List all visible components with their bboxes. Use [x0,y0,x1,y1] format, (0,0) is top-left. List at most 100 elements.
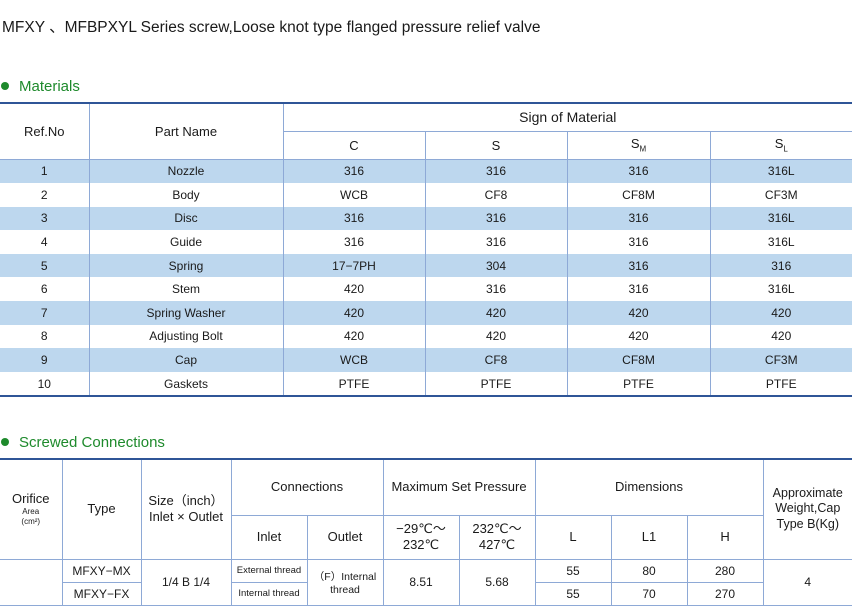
sl-cell: 316L [710,159,852,184]
sl-cell: CF3M [710,348,852,372]
ref-cell: 2 [0,183,90,207]
part-name-cell: Body [89,183,284,207]
header-weight: Approximate Weight,Cap Type B(Kg) [763,459,852,560]
header-orifice-area: Area [22,507,40,517]
bullet-icon [1,82,9,91]
header-outlet: Outlet [307,515,384,560]
table-row: 5 Spring 17−7PH 304 316 316 [0,253,852,278]
table-row: 6 Stem 420 316 316 316L [0,277,852,302]
header-sl-subscript: L [783,144,788,154]
header-ref-no: Ref.No [0,103,90,160]
table-row: MFXY−MX 1/4 B 1/4 External thread （F）Int… [0,559,852,606]
sm-cell: CF8M [567,348,711,372]
inlet-cell: External thread [231,559,308,583]
h-cell: 280 [687,559,764,583]
pressure-low-cell: 8.51 [383,559,460,606]
table-row: 8 Adjusting Bolt 420 420 420 420 [0,324,852,349]
sm-cell: PTFE [567,371,711,397]
table-row: 3 Disc 316 316 316 316L [0,206,852,231]
screwed-connections-table: Orifice Area (cm²) Type Size（inch） Inlet… [0,458,852,606]
header-l1: L1 [611,515,688,560]
part-name-cell: Adjusting Bolt [89,324,284,349]
table-row: 4 Guide 316 316 316 316L [0,230,852,254]
header-weight-line1: Approximate [772,485,843,500]
screwed-heading: Screwed Connections [0,434,165,451]
s-cell: 316 [425,159,568,184]
header-size-line1: Size（inch） [148,493,224,508]
header-pressure-low-line1: −29℃～ [396,520,446,536]
header-s: S [425,131,568,160]
ref-cell: 7 [0,301,90,325]
s-cell: 304 [425,253,568,278]
sm-cell: 316 [567,206,711,231]
sm-cell: CF8M [567,183,711,207]
ref-cell: 3 [0,206,90,231]
size-cell: 1/4 B 1/4 [141,559,232,606]
s-cell: 316 [425,230,568,254]
sl-cell: 420 [710,324,852,349]
c-cell: WCB [283,183,426,207]
part-name-cell: Spring [89,253,284,278]
header-orifice-unit: (cm²) [21,517,41,527]
l1-cell: 80 [611,559,688,583]
header-sign-of-material: Sign of Material [283,103,852,132]
part-name-cell: Nozzle [89,159,284,184]
materials-heading: Materials [0,78,80,95]
part-name-cell: Guide [89,230,284,254]
header-c: C [283,131,426,160]
ref-cell: 9 [0,348,90,372]
header-size: Size（inch） Inlet × Outlet [141,459,232,560]
header-weight-line3: Type B(Kg) [776,517,840,532]
c-cell: 420 [283,301,426,325]
sm-cell: 420 [567,324,711,349]
part-name-cell: Gaskets [89,371,284,397]
materials-heading-label: Materials [19,78,80,95]
header-orifice-label: Orifice [11,491,50,507]
sm-cell: 316 [567,277,711,302]
header-orifice: Orifice Area (cm²) [0,459,63,560]
page-title: MFXY 、MFBPXYL Series screw,Loose knot ty… [2,19,541,36]
s-cell: PTFE [425,371,568,397]
header-pressure-low: −29℃～ 232℃ [383,515,460,560]
sm-cell: 316 [567,230,711,254]
s-cell: 316 [425,277,568,302]
sl-cell: 316L [710,277,852,302]
header-h: H [687,515,764,560]
header-l: L [535,515,612,560]
header-dimensions: Dimensions [535,459,764,516]
screwed-heading-label: Screwed Connections [19,434,165,451]
ref-cell: 6 [0,277,90,302]
table-row: 7 Spring Washer 420 420 420 420 [0,301,852,325]
outlet-cell: （F）Internal thread [307,559,384,606]
l1-cell: 70 [611,582,688,606]
header-pressure-high-line2: 427℃ [478,537,516,552]
ref-cell: 8 [0,324,90,349]
materials-table: Ref.No Part Name Sign of Material C S SM… [0,102,852,398]
table-row: 1 Nozzle 316 316 316 316L [0,159,852,184]
c-cell: 17−7PH [283,253,426,278]
ref-cell: 10 [0,371,90,397]
header-pressure-low-line2: 232℃ [402,537,440,552]
header-sm: SM [567,131,711,160]
l-cell: 55 [535,582,612,606]
header-max-set-pressure: Maximum Set Pressure [383,459,536,516]
s-cell: CF8 [425,183,568,207]
header-type: Type [62,459,142,560]
sm-cell: 420 [567,301,711,325]
header-connections: Connections [231,459,384,516]
sm-cell: 316 [567,253,711,278]
header-part-name: Part Name [89,103,284,160]
part-name-cell: Disc [89,206,284,231]
c-cell: PTFE [283,371,426,397]
table-row: 10 Gaskets PTFE PTFE PTFE PTFE [0,371,852,397]
type-cell: MFXY−MX [62,559,142,583]
c-cell: 420 [283,277,426,302]
header-size-line2: Inlet × Outlet [148,509,224,525]
pressure-high-cell: 5.68 [459,559,536,606]
c-cell: WCB [283,348,426,372]
s-cell: 420 [425,301,568,325]
h-cell: 270 [687,582,764,606]
part-name-cell: Stem [89,277,284,302]
header-sl: SL [710,131,852,160]
bullet-icon [1,438,9,447]
